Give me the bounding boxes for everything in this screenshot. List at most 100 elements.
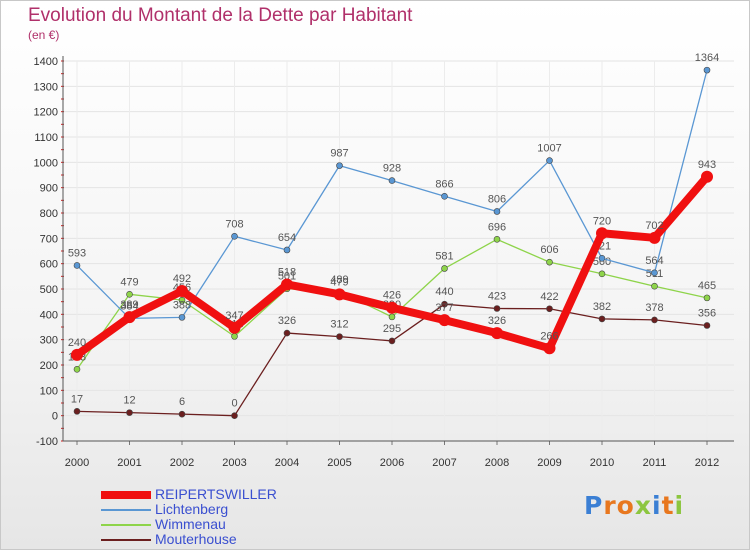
logo-letter: t xyxy=(661,491,675,520)
data-label-reipertswiller: 943 xyxy=(698,159,716,171)
data-label-reipertswiller: 479 xyxy=(330,276,348,288)
data-point-mouterhouse xyxy=(546,305,553,313)
data-point-mouterhouse xyxy=(73,408,81,415)
data-point-reipertswiller xyxy=(228,321,241,334)
data-point-reipertswiller xyxy=(491,327,503,340)
data-point-mouterhouse xyxy=(231,412,238,419)
x-tick-label: 2000 xyxy=(65,457,89,469)
logo-letter: o xyxy=(616,491,635,520)
data-point-mouterhouse xyxy=(126,409,133,416)
data-label-lichtenberg: 384 xyxy=(120,300,138,312)
chart-subtitle: (en €) xyxy=(28,28,60,42)
x-tick-label: 2007 xyxy=(432,457,456,469)
data-label-lichtenberg: 388 xyxy=(173,299,191,311)
y-tick-label: 200 xyxy=(40,360,58,372)
data-point-wimmenau xyxy=(651,282,658,290)
data-label-wimmenau: 465 xyxy=(698,280,716,292)
data-point-mouterhouse xyxy=(493,305,501,312)
data-label-mouterhouse: 423 xyxy=(488,291,506,303)
x-tick-label: 2002 xyxy=(170,457,194,469)
x-tick-label: 2011 xyxy=(643,457,667,469)
logo-letter: i xyxy=(652,491,662,520)
data-point-reipertswiller xyxy=(281,278,293,291)
data-label-wimmenau: 581 xyxy=(435,250,453,262)
data-point-wimmenau xyxy=(231,333,238,340)
x-tick-label: 2010 xyxy=(590,457,614,469)
data-label-mouterhouse: 312 xyxy=(330,319,348,331)
legend-swatch xyxy=(101,524,151,526)
data-point-lichtenberg xyxy=(178,314,186,321)
data-label-lichtenberg: 593 xyxy=(68,247,86,259)
data-point-wimmenau xyxy=(441,265,448,272)
data-label-mouterhouse: 295 xyxy=(383,323,401,335)
chart-title: Evolution du Montant de la Dette par Hab… xyxy=(28,5,413,26)
data-label-lichtenberg: 654 xyxy=(278,232,296,244)
data-point-wimmenau xyxy=(598,270,606,278)
data-point-lichtenberg xyxy=(441,192,448,200)
data-label-wimmenau: 696 xyxy=(488,221,506,233)
data-label-wimmenau: 501 xyxy=(278,271,296,283)
x-tick-label: 2012 xyxy=(695,457,719,469)
data-point-mouterhouse xyxy=(388,337,396,345)
data-label-mouterhouse: 326 xyxy=(278,315,296,327)
data-label-reipertswiller: 389 xyxy=(120,299,138,311)
data-label-reipertswiller: 266 xyxy=(540,330,558,342)
data-point-lichtenberg xyxy=(388,177,396,184)
data-label-lichtenberg: 806 xyxy=(488,193,506,205)
data-label-lichtenberg: 1364 xyxy=(695,52,719,64)
legend-swatch xyxy=(101,491,151,499)
legend-label: REIPERTSWILLER xyxy=(155,486,277,502)
legend-label: Wimmenau xyxy=(155,516,226,532)
data-point-wimmenau xyxy=(388,313,396,321)
legend-swatch xyxy=(101,539,151,541)
legend-swatch xyxy=(101,509,151,511)
data-point-mouterhouse xyxy=(703,322,711,329)
data-point-reipertswiller xyxy=(333,288,346,301)
data-point-reipertswiller xyxy=(176,285,188,298)
data-point-lichtenberg xyxy=(703,66,711,74)
data-label-reipertswiller: 240 xyxy=(68,337,86,349)
y-tick-label: 0 xyxy=(52,411,58,423)
data-point-lichtenberg xyxy=(283,246,291,254)
data-label-mouterhouse: 378 xyxy=(645,302,663,314)
data-point-reipertswiller xyxy=(648,231,661,244)
data-point-reipertswiller xyxy=(543,342,556,355)
data-point-mouterhouse xyxy=(651,316,658,324)
data-point-wimmenau xyxy=(703,294,711,302)
data-label-lichtenberg: 708 xyxy=(225,218,243,230)
data-label-mouterhouse: 382 xyxy=(593,301,611,313)
data-label-wimmenau: 479 xyxy=(120,276,138,288)
data-label-wimmenau: 606 xyxy=(540,244,558,256)
data-point-reipertswiller xyxy=(71,348,83,361)
data-point-wimmenau xyxy=(493,236,501,243)
y-tick-label: 1100 xyxy=(34,132,58,144)
data-point-lichtenberg xyxy=(598,255,606,262)
data-point-mouterhouse xyxy=(441,300,448,308)
logo-letter: x xyxy=(634,491,652,520)
y-tick-label: 700 xyxy=(40,233,58,245)
x-tick-label: 2005 xyxy=(327,457,351,469)
y-tick-label: 1300 xyxy=(34,81,58,93)
x-tick-label: 2003 xyxy=(222,457,246,469)
data-label-mouterhouse: 356 xyxy=(698,307,716,319)
data-label-lichtenberg: 564 xyxy=(645,255,663,267)
data-point-lichtenberg xyxy=(231,233,238,240)
y-tick-label: 500 xyxy=(40,284,58,296)
logo-letter: r xyxy=(603,491,617,520)
x-tick-label: 2008 xyxy=(485,457,509,469)
data-label-mouterhouse: 440 xyxy=(435,286,453,298)
data-label-lichtenberg: 928 xyxy=(383,163,401,175)
x-tick-label: 2009 xyxy=(537,457,561,469)
data-label-mouterhouse: 6 xyxy=(179,396,185,408)
data-point-reipertswiller xyxy=(438,314,451,327)
data-label-reipertswiller: 518 xyxy=(278,266,296,278)
data-label-reipertswiller: 377 xyxy=(435,302,453,314)
data-label-reipertswiller: 702 xyxy=(645,220,663,232)
data-point-mouterhouse xyxy=(336,333,343,340)
logo-letter: P xyxy=(584,491,604,520)
data-point-lichtenberg xyxy=(73,262,81,269)
y-tick-label: 900 xyxy=(40,183,58,195)
data-point-mouterhouse xyxy=(598,315,606,323)
data-point-reipertswiller xyxy=(701,170,713,183)
